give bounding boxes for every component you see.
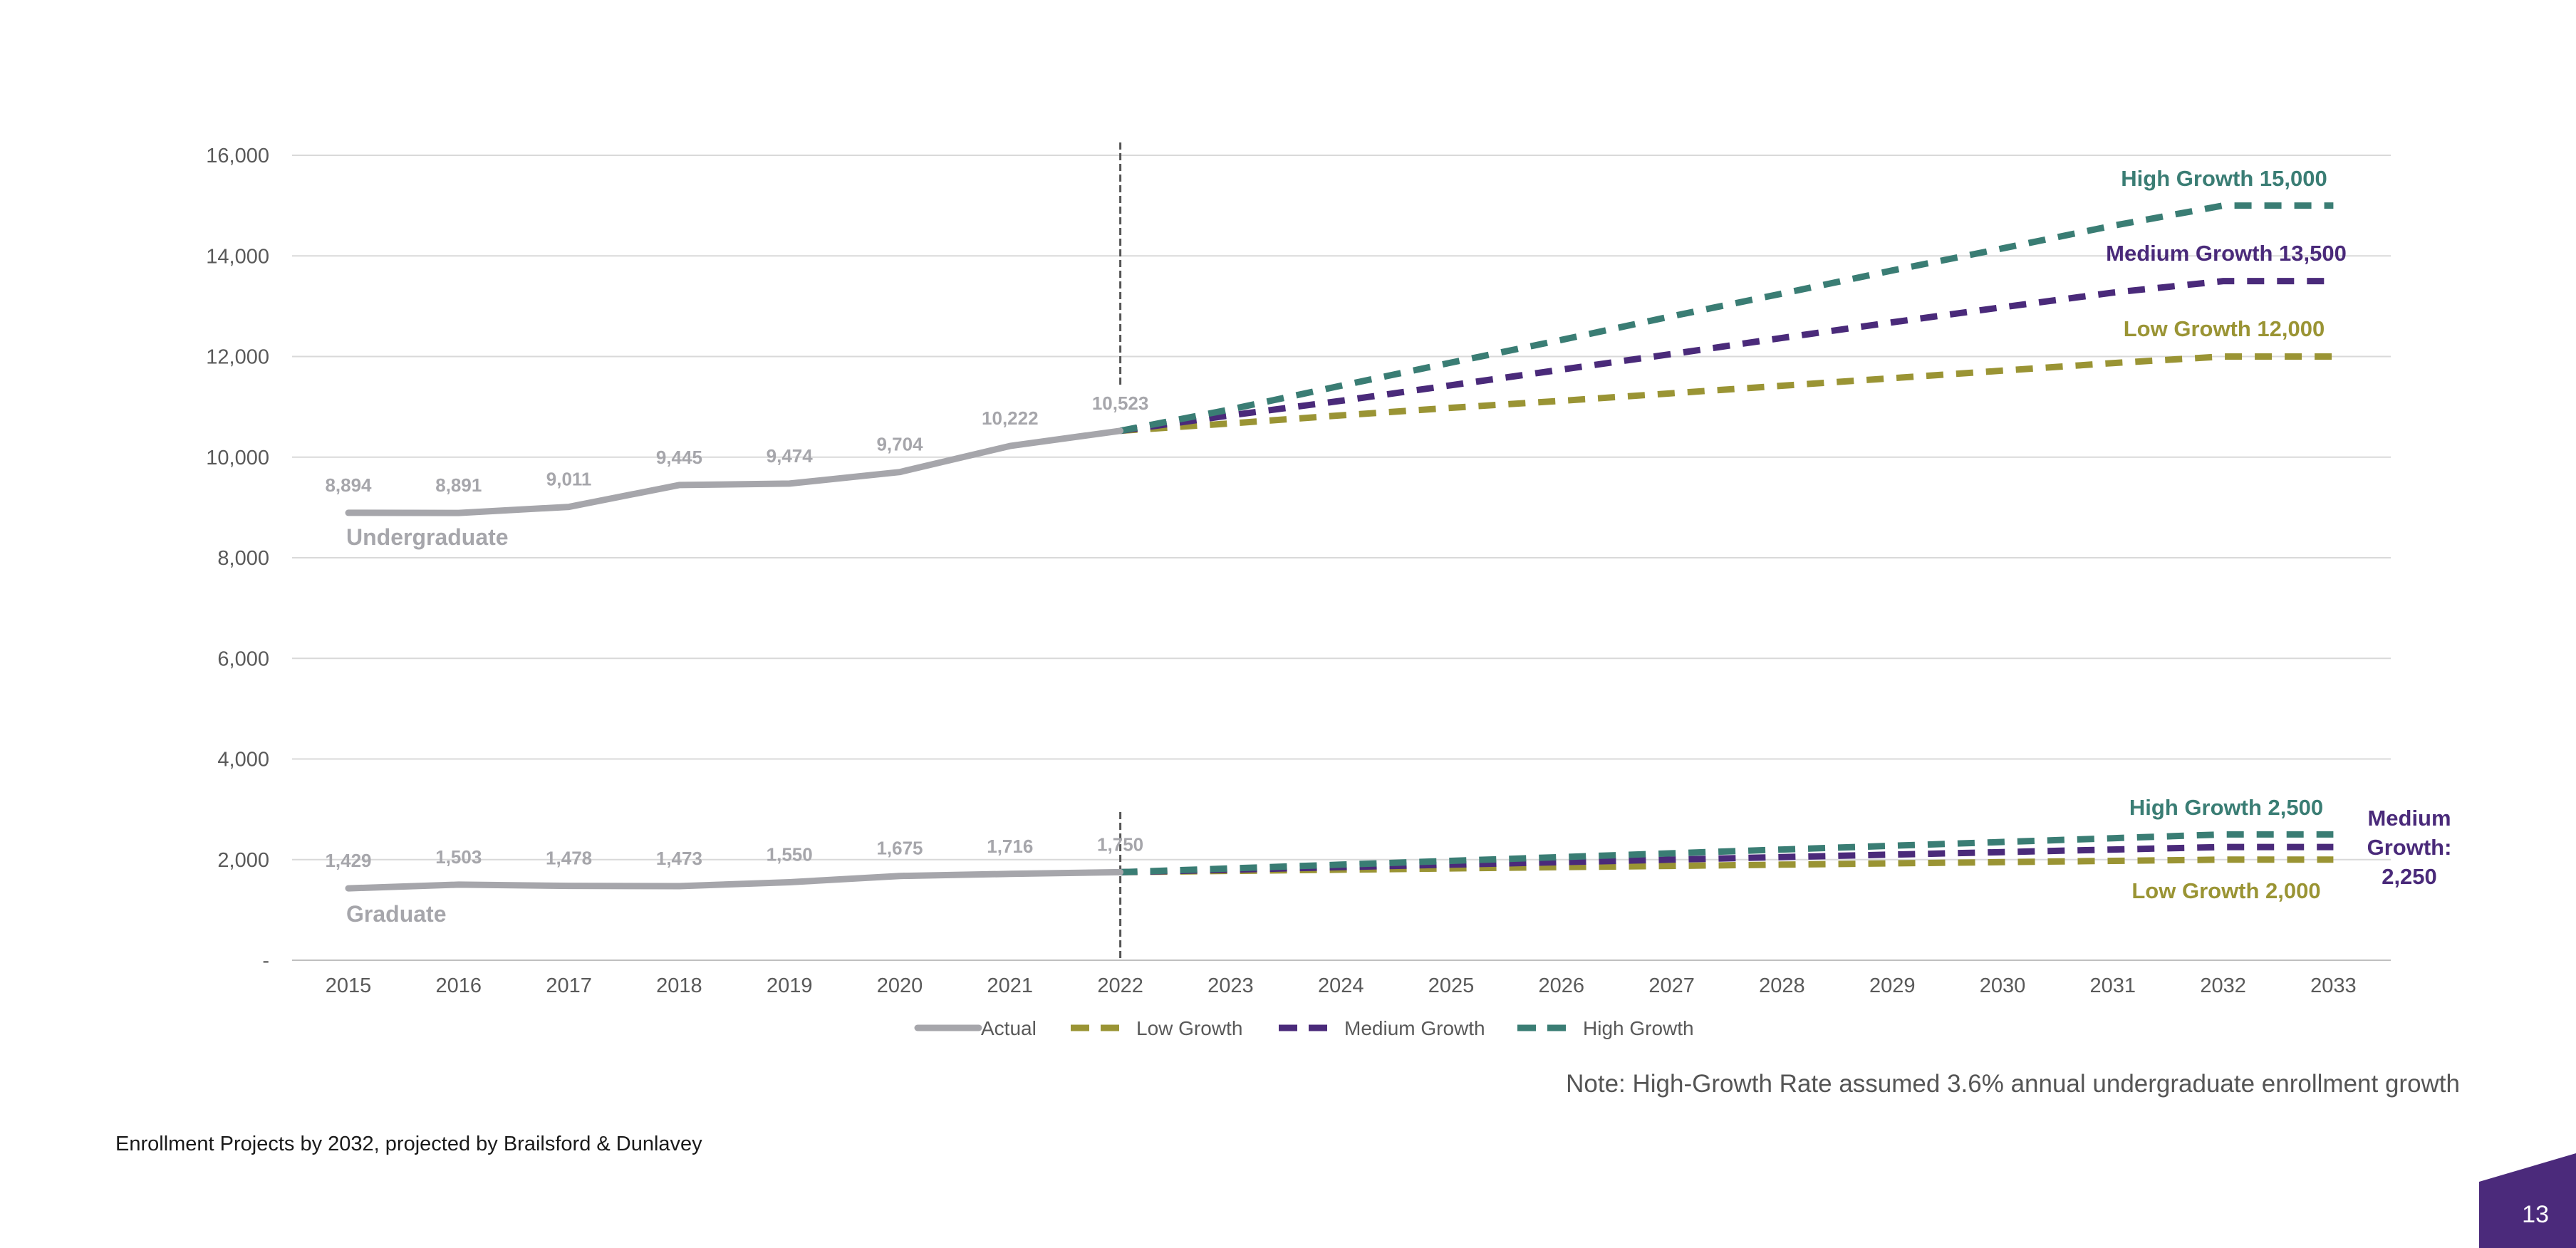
graduate-data-label: 1,550 (767, 844, 813, 865)
x-tick-label: 2019 (767, 974, 813, 997)
undergraduate-data-label: 8,894 (325, 474, 372, 496)
x-tick-label: 2032 (2200, 974, 2246, 997)
medium-growth-end-label: Medium Growth 13,500 (2106, 241, 2347, 266)
graduate-data-label: 1,503 (435, 846, 482, 868)
graduate-data-label: 1,473 (656, 848, 702, 869)
x-tick-label: 2030 (1980, 974, 2026, 997)
grad-high-growth-end-label: High Growth 2,500 (2129, 795, 2323, 820)
graduate-data-label: 1,716 (987, 836, 1033, 857)
x-tick-label: 2022 (1097, 974, 1143, 997)
y-tick-label: 10,000 (206, 447, 269, 469)
undergraduate-data-label: 8,891 (435, 474, 482, 496)
grad-medium-growth-end-label: 2,250 (2382, 864, 2437, 889)
x-tick-label: 2026 (1539, 974, 1585, 997)
x-tick-label: 2023 (1208, 974, 1254, 997)
x-tick-label: 2031 (2090, 974, 2136, 997)
high-growth-note: Note: High-Growth Rate assumed 3.6% annu… (1566, 1070, 2460, 1098)
x-tick-label: 2027 (1648, 974, 1695, 997)
undergraduate-data-label: 10,222 (982, 407, 1039, 429)
graduate-medium-growth-line (1120, 843, 2334, 875)
x-tick-label: 2024 (1318, 974, 1364, 997)
undergraduate-data-label: 9,474 (767, 445, 814, 467)
y-tick-label: 14,000 (206, 245, 269, 268)
footer-caption: Enrollment Projects by 2032, projected b… (115, 1133, 702, 1155)
y-tick-label: 6,000 (217, 648, 269, 670)
graduate-data-label: 1,750 (1097, 833, 1143, 855)
y-tick-label: 16,000 (206, 145, 269, 167)
x-tick-label: 2016 (436, 974, 482, 997)
y-tick-label: 2,000 (217, 849, 269, 872)
legend-label: Actual (981, 1017, 1037, 1039)
graduate-data-label: 1,429 (325, 850, 371, 871)
undergraduate-data-label: 9,445 (656, 447, 702, 468)
x-tick-label: 2028 (1759, 974, 1805, 997)
graduate-data-label: 1,478 (546, 848, 592, 869)
x-tick-label: 2025 (1428, 974, 1475, 997)
grad-medium-growth-end-label: Growth: (2367, 835, 2452, 860)
legend-label: Medium Growth (1344, 1017, 1485, 1039)
undergraduate-data-label: 9,011 (546, 469, 592, 490)
x-tick-label: 2033 (2310, 974, 2357, 997)
undergraduate-high-growth-line (1119, 202, 2334, 435)
graduate-data-label: 1,675 (876, 838, 923, 859)
y-tick-label: 8,000 (217, 547, 269, 570)
low-growth-end-label: Low Growth 12,000 (2124, 316, 2325, 341)
x-tick-label: 2015 (326, 974, 372, 997)
undergraduate-data-label: 10,523 (1092, 392, 1149, 414)
page-number: 13 (2522, 1201, 2549, 1228)
undergraduate-low-growth-line (1120, 353, 2334, 435)
y-tick-label: 12,000 (206, 346, 269, 369)
undergraduate-medium-growth-line (1119, 278, 2334, 435)
x-tick-label: 2029 (1869, 974, 1916, 997)
undergraduate-actual-line (345, 427, 1124, 516)
high-growth-end-label: High Growth 15,000 (2121, 166, 2327, 191)
legend-label: High Growth (1583, 1017, 1694, 1039)
x-tick-label: 2021 (987, 974, 1034, 997)
x-tick-label: 2017 (546, 974, 592, 997)
x-tick-label: 2018 (656, 974, 702, 997)
y-tick-label: 4,000 (217, 749, 269, 771)
graduate-low-growth-line (1120, 856, 2334, 875)
graduate-label: Graduate (346, 901, 446, 927)
x-tick-label: 2020 (877, 974, 923, 997)
undergraduate-label: Undergraduate (346, 524, 509, 550)
graduate-actual-line (345, 868, 1124, 892)
undergraduate-data-label: 9,704 (876, 434, 923, 455)
graduate-high-growth-line (1120, 831, 2334, 875)
y-tick-label: - (262, 950, 269, 972)
legend-label: Low Growth (1136, 1017, 1242, 1039)
page-corner-shape (2479, 1153, 2576, 1248)
grad-medium-growth-end-label: Medium (2367, 806, 2451, 831)
grad-low-growth-end-label: Low Growth 2,000 (2131, 878, 2320, 903)
